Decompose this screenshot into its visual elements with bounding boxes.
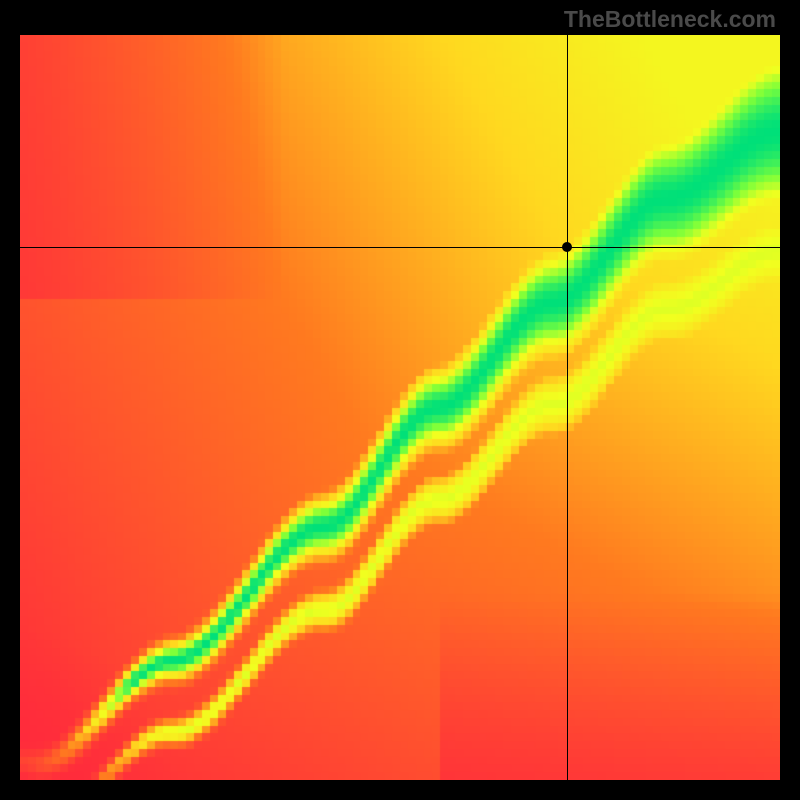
crosshair-vertical — [567, 35, 568, 780]
bottleneck-heatmap-plot — [20, 35, 780, 780]
heatmap-canvas — [20, 35, 780, 780]
crosshair-horizontal — [20, 247, 780, 248]
watermark-text: TheBottleneck.com — [564, 6, 776, 33]
crosshair-marker-dot — [562, 242, 572, 252]
